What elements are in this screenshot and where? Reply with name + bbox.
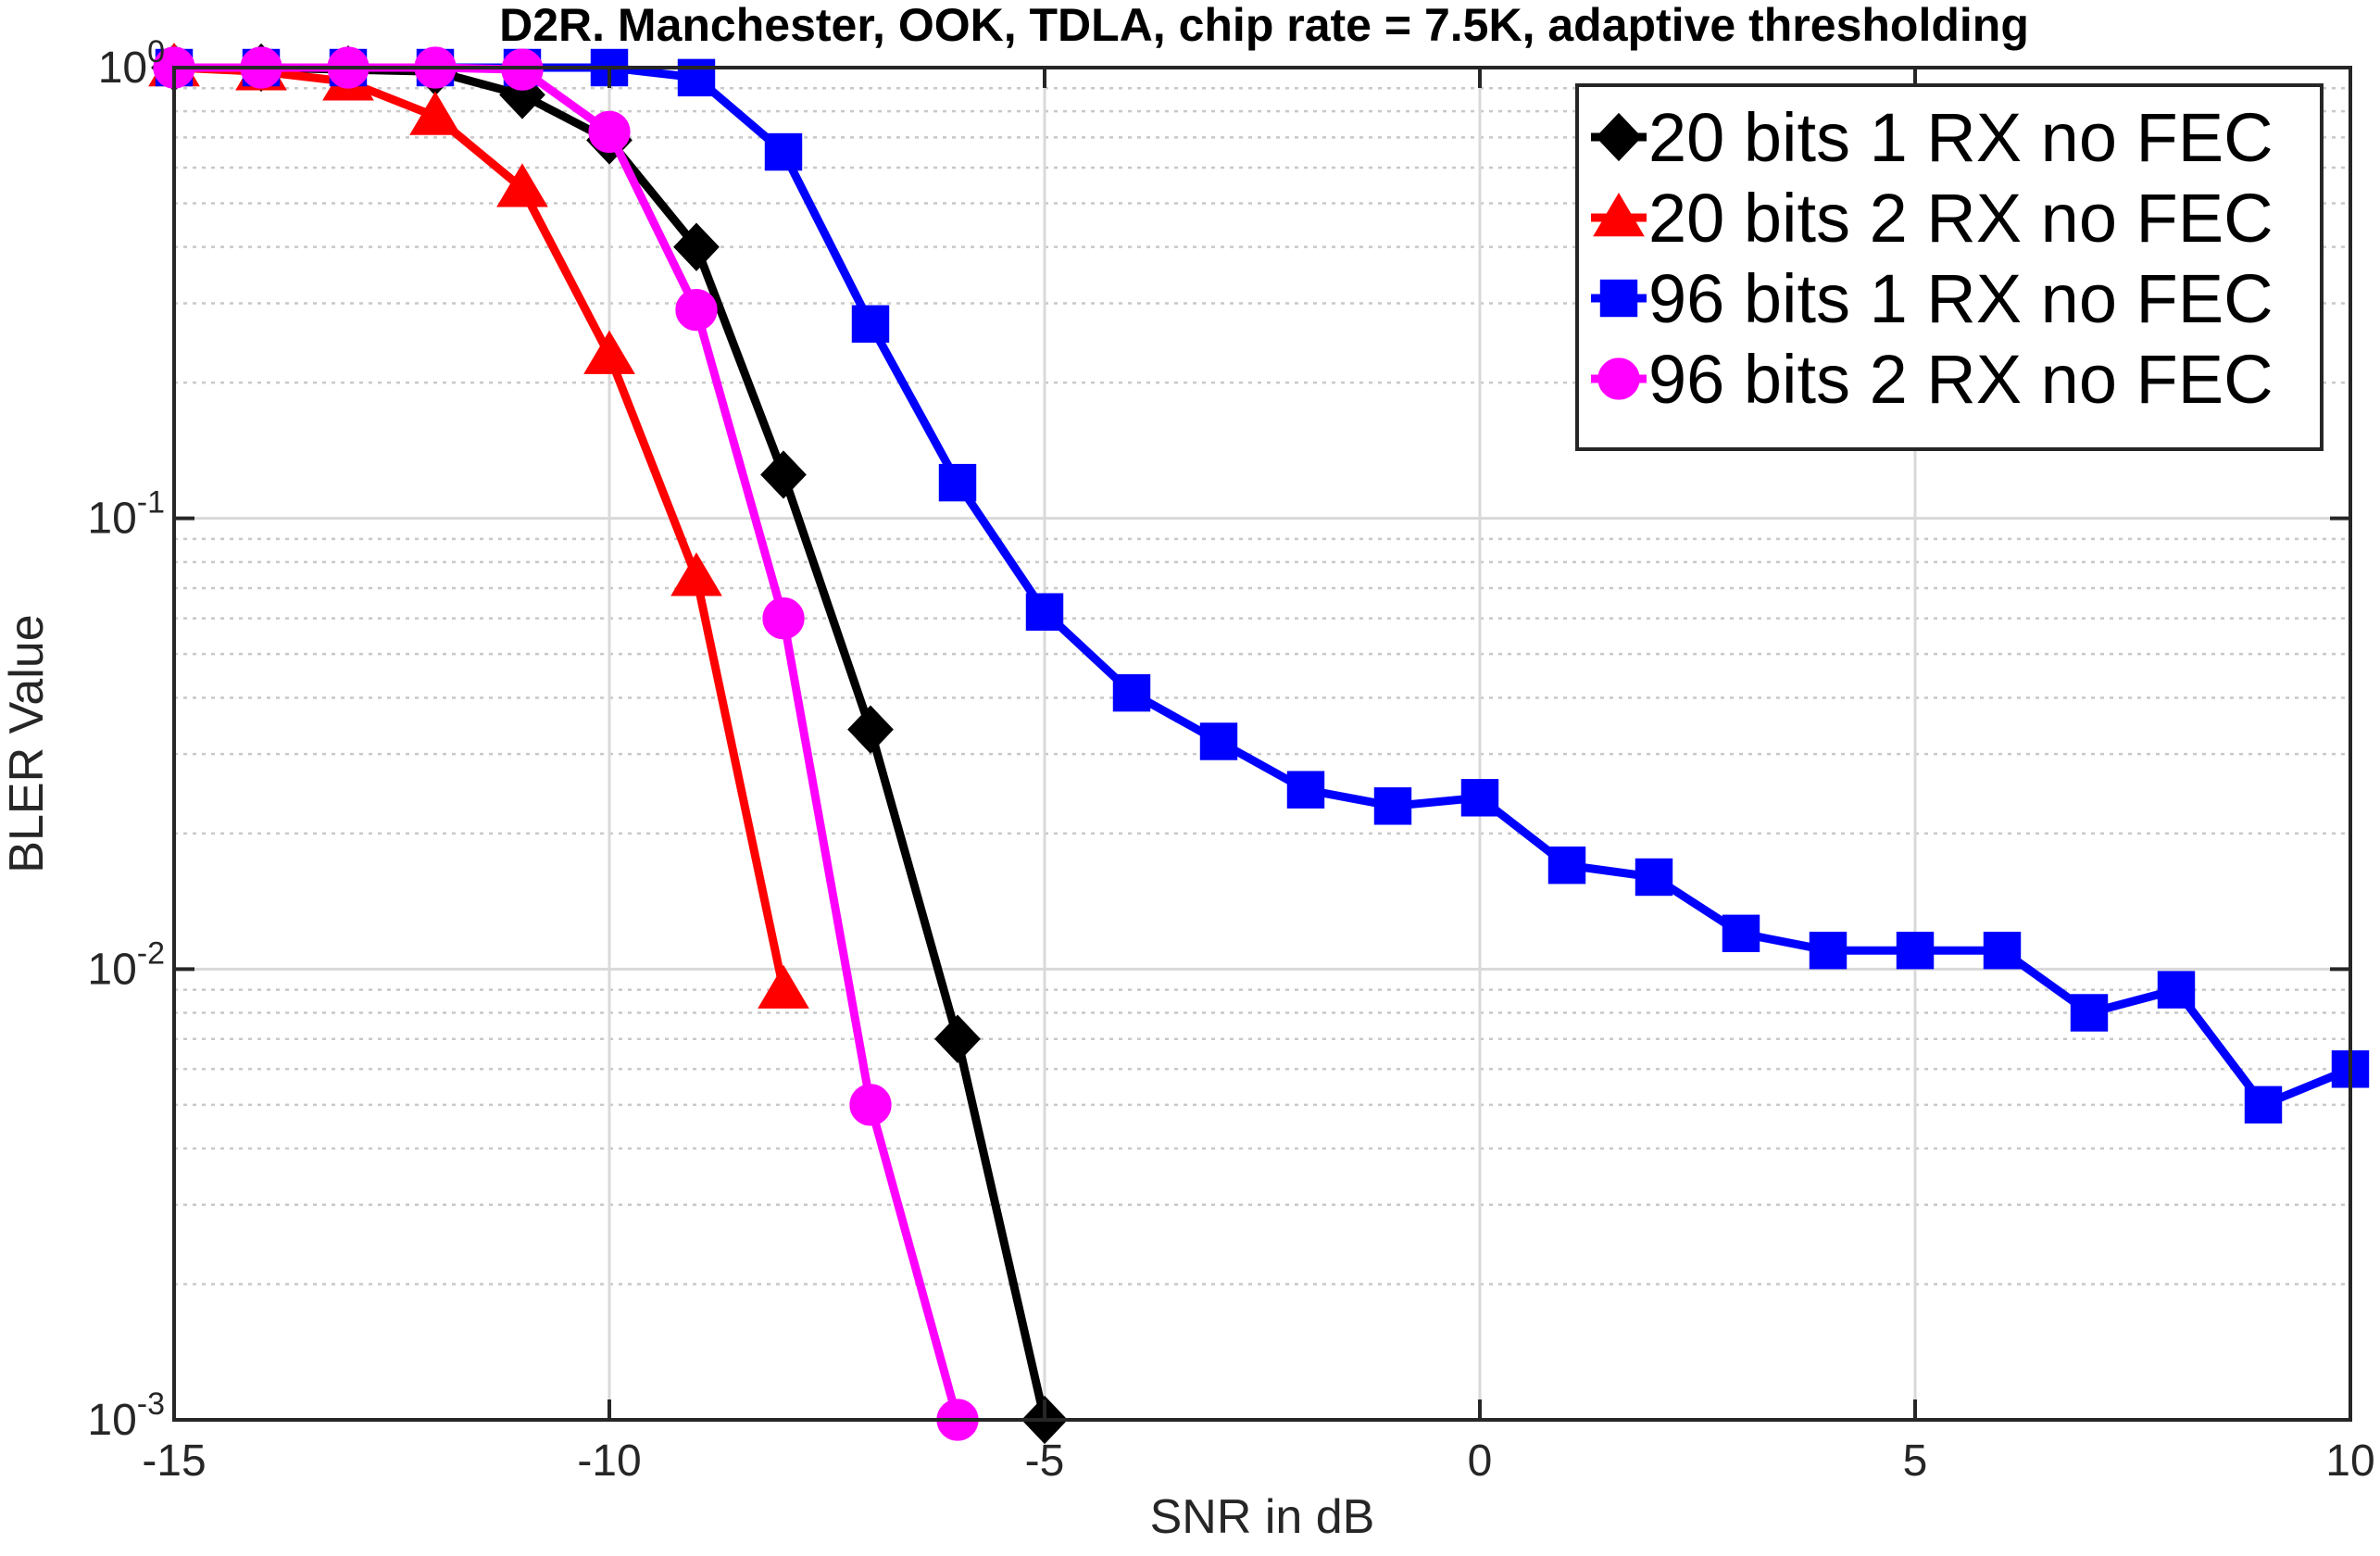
x-tick-label: -10 [577, 1437, 641, 1486]
y-axis-label: BLER Value [0, 614, 54, 872]
data-point-circle-marker [849, 1084, 892, 1126]
legend-square-marker [1599, 279, 1638, 318]
data-point-diamond-marker [760, 450, 807, 499]
data-point-triangle-marker [758, 964, 809, 1009]
data-point-square-marker [851, 305, 890, 343]
y-tick-label: 10-2 [87, 935, 165, 994]
legend-label: 20 bits 1 RX no FEC [1648, 99, 2274, 176]
data-point-square-marker [938, 463, 977, 502]
data-point-square-marker [2244, 1085, 2283, 1124]
data-point-square-marker [764, 132, 803, 171]
chart-title: D2R. Manchester, OOK, TDLA, chip rate = … [499, 0, 2029, 51]
data-point-diamond-marker [847, 705, 894, 754]
x-tick-label: -15 [142, 1437, 206, 1486]
data-point-square-marker [1722, 914, 1760, 953]
y-tick-label: 10-3 [87, 1387, 165, 1445]
legend-box [1575, 83, 2324, 451]
data-point-square-marker [1460, 779, 1499, 817]
x-axis-ticks: -15 -10 -5 0 5 10 [142, 68, 2375, 1486]
legend-label: 96 bits 1 RX no FEC [1648, 260, 2274, 337]
data-point-square-marker [1983, 931, 2022, 970]
data-point-square-marker [1373, 787, 1412, 825]
axes-box [172, 66, 2352, 1422]
data-point-square-marker [1286, 771, 1325, 809]
legend-item-96-bits-1-rx-no-fec: 96 bits 1 RX no FEC [1591, 260, 2274, 337]
data-point-square-marker [1112, 673, 1151, 712]
data-point-triangle-marker [670, 552, 722, 596]
legend-item-20-bits-2-rx-no-fec: 20 bits 2 RX no FEC [1591, 180, 2274, 257]
legend-diamond-marker [1596, 112, 1642, 162]
data-point-triangle-marker [409, 91, 461, 135]
legend-label: 20 bits 2 RX no FEC [1648, 180, 2274, 257]
data-point-circle-marker [501, 48, 544, 91]
data-point-square-marker [1896, 931, 1935, 970]
y-tick-label: 10-1 [87, 485, 165, 544]
data-point-diamond-marker [934, 1014, 981, 1063]
x-tick-label: 0 [1468, 1437, 1493, 1486]
data-point-square-marker [1199, 722, 1238, 760]
data-point-square-marker [1547, 846, 1586, 885]
data-point-square-marker [1025, 593, 1064, 631]
legend-item-20-bits-1-rx-no-fec: 20 bits 1 RX no FEC [1591, 99, 2274, 176]
data-point-circle-marker [675, 289, 718, 332]
x-axis-label: SNR in dB [1150, 1490, 1375, 1544]
x-tick-label: -5 [1025, 1437, 1065, 1486]
data-point-square-marker [2157, 971, 2196, 1009]
legend-item-96-bits-2-rx-no-fec: 96 bits 2 RX no FEC [1591, 341, 2274, 418]
legend-circle-marker [1597, 358, 1640, 400]
legend-label: 96 bits 2 RX no FEC [1648, 341, 2274, 418]
data-point-circle-marker [588, 110, 631, 154]
data-point-triangle-marker [496, 163, 548, 207]
x-tick-label: 10 [2325, 1437, 2374, 1486]
data-point-square-marker [2070, 994, 2109, 1032]
x-tick-label: 5 [1903, 1437, 1928, 1486]
data-point-square-marker [1809, 931, 1848, 970]
data-point-circle-marker [762, 597, 805, 640]
data-point-square-marker [677, 58, 716, 97]
y-axis-ticks: 100 10-1 10-2 10-3 [87, 34, 2350, 1445]
data-point-triangle-marker [583, 330, 635, 374]
data-point-diamond-marker [499, 70, 545, 119]
data-point-diamond-marker [673, 222, 720, 271]
data-point-square-marker [1635, 858, 1673, 897]
y-tick-label: 100 [98, 34, 165, 93]
legend-triangle-marker [1593, 193, 1645, 237]
